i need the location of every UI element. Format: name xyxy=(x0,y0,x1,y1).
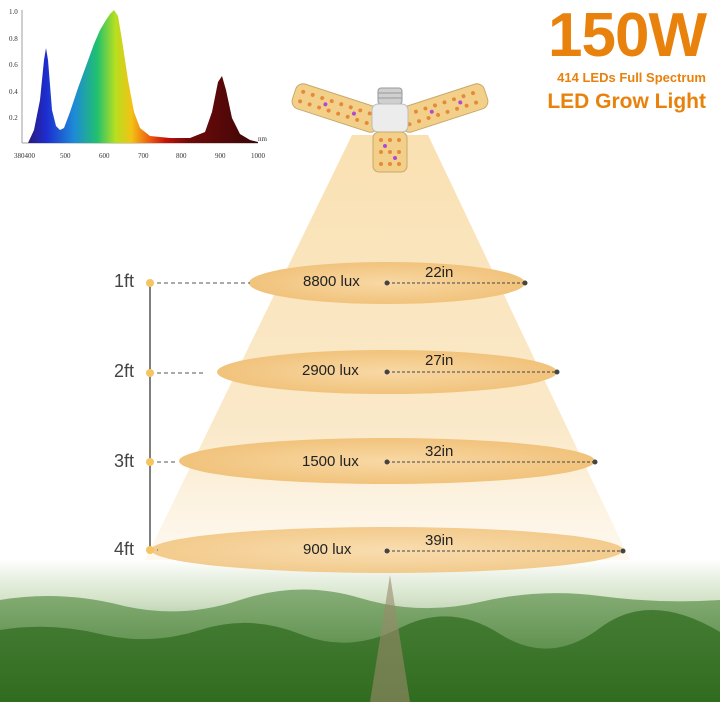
spectrum-x-tick: 500 xyxy=(60,152,71,160)
spectrum-unit: nm xyxy=(258,135,267,143)
width-value-2ft: 27in xyxy=(425,352,454,369)
height-markers xyxy=(146,279,154,554)
light-beam xyxy=(145,135,630,560)
spectrum-x-tick: 800 xyxy=(176,152,187,160)
spectrum-x-tick: 600 xyxy=(99,152,110,160)
spectrum-y-tick: 1.0 xyxy=(9,8,18,16)
height-label-2ft: 2ft xyxy=(114,361,135,381)
lux-value-3ft: 1500 lux xyxy=(302,453,359,470)
spectrum-chart xyxy=(21,10,258,144)
spectrum-y-tick: 0.2 xyxy=(9,114,18,122)
led-count-subtitle: 414 LEDs Full Spectrum xyxy=(557,70,706,85)
spectrum-y-tick: 0.4 xyxy=(9,88,18,96)
height-label-3ft: 3ft xyxy=(114,451,135,471)
height-label-1ft: 1ft xyxy=(114,271,135,291)
lux-value-2ft: 2900 lux xyxy=(302,362,359,379)
grow-light-lamp-image xyxy=(291,83,489,173)
wattage-title: 150W xyxy=(548,1,707,70)
spectrum-x-tick: 700 xyxy=(138,152,149,160)
spectrum-y-tick: 0.8 xyxy=(9,35,18,43)
spectrum-y-tick: 0.6 xyxy=(9,61,18,69)
width-value-4ft: 39in xyxy=(425,532,454,549)
spectrum-x-tick: 1000 xyxy=(251,152,265,160)
lux-value-1ft: 8800 lux xyxy=(303,273,360,290)
spectrum-x-tick: 380400 xyxy=(14,152,35,160)
product-name: LED Grow Light xyxy=(547,90,706,113)
width-dimension-lines xyxy=(387,282,623,552)
width-endpoints xyxy=(384,280,626,554)
width-value-1ft: 22in xyxy=(425,264,454,281)
field-background xyxy=(0,560,720,702)
width-value-3ft: 32in xyxy=(425,443,454,460)
spectrum-curve xyxy=(28,10,258,143)
spectrum-x-tick: 900 xyxy=(215,152,226,160)
height-label-4ft: 4ft xyxy=(114,539,135,559)
lux-value-4ft: 900 lux xyxy=(303,541,352,558)
